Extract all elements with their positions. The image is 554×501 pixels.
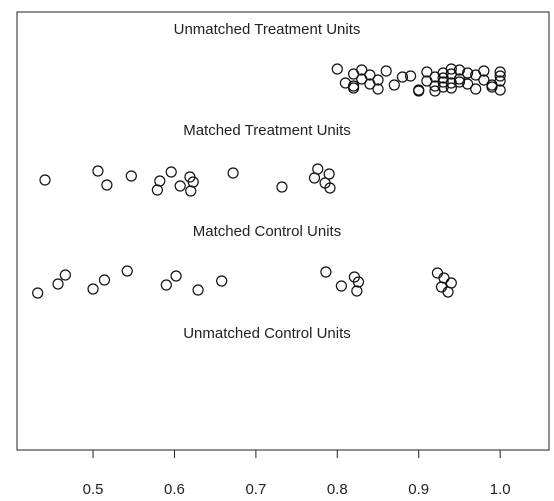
point [187, 176, 199, 188]
point [87, 283, 99, 295]
point [470, 83, 482, 95]
point [276, 181, 288, 193]
point [121, 265, 133, 277]
point [170, 270, 182, 282]
x-tick-label: 0.8 [327, 481, 348, 498]
point [494, 66, 506, 78]
point [312, 163, 324, 175]
point [331, 63, 343, 75]
point [461, 67, 474, 79]
point [396, 71, 409, 83]
point [92, 165, 104, 177]
point [59, 269, 71, 281]
point [352, 276, 365, 288]
group-label: Unmatched Control Units [183, 325, 351, 342]
point [320, 266, 332, 278]
point [494, 70, 506, 82]
point [185, 185, 197, 197]
point [431, 267, 444, 279]
point [52, 278, 64, 290]
x-tick-label: 0.7 [245, 481, 266, 498]
point [98, 274, 111, 286]
point [39, 174, 51, 186]
point [372, 74, 384, 86]
group-label: Unmatched Treatment Units [174, 21, 361, 38]
point [216, 275, 228, 287]
point [356, 64, 368, 76]
point [364, 69, 376, 81]
point [478, 65, 490, 77]
point [174, 180, 186, 192]
x-tick-label: 0.6 [164, 481, 185, 498]
point [192, 284, 204, 296]
point [388, 79, 400, 91]
point [435, 281, 448, 293]
point [160, 279, 172, 291]
point [339, 77, 352, 89]
point [351, 285, 363, 297]
point [494, 75, 506, 87]
point [494, 84, 506, 96]
point [438, 272, 450, 284]
point [453, 76, 466, 88]
point [347, 80, 360, 92]
point [154, 175, 166, 187]
point [413, 85, 425, 97]
point [445, 63, 457, 75]
group-label: Matched Control Units [193, 223, 341, 240]
point [461, 78, 474, 90]
group-label: Matched Treatment Units [183, 122, 351, 139]
point [125, 170, 137, 182]
point [372, 83, 384, 95]
point [404, 70, 417, 82]
point [165, 166, 177, 178]
point [453, 73, 466, 85]
point [421, 66, 433, 78]
point [453, 64, 466, 76]
point [101, 179, 113, 191]
point [486, 81, 498, 93]
x-tick-label: 0.5 [83, 481, 104, 498]
point [323, 168, 335, 180]
point [32, 287, 44, 299]
point [324, 182, 336, 194]
point [335, 280, 347, 292]
point [445, 82, 457, 94]
point [445, 277, 457, 289]
plot-frame [16, 11, 550, 451]
x-tick-label: 1.0 [490, 481, 511, 498]
point [437, 76, 449, 88]
x-tick-label: 0.9 [408, 481, 429, 498]
point [478, 74, 490, 86]
point [227, 167, 239, 179]
point [380, 65, 392, 77]
point [151, 184, 163, 196]
